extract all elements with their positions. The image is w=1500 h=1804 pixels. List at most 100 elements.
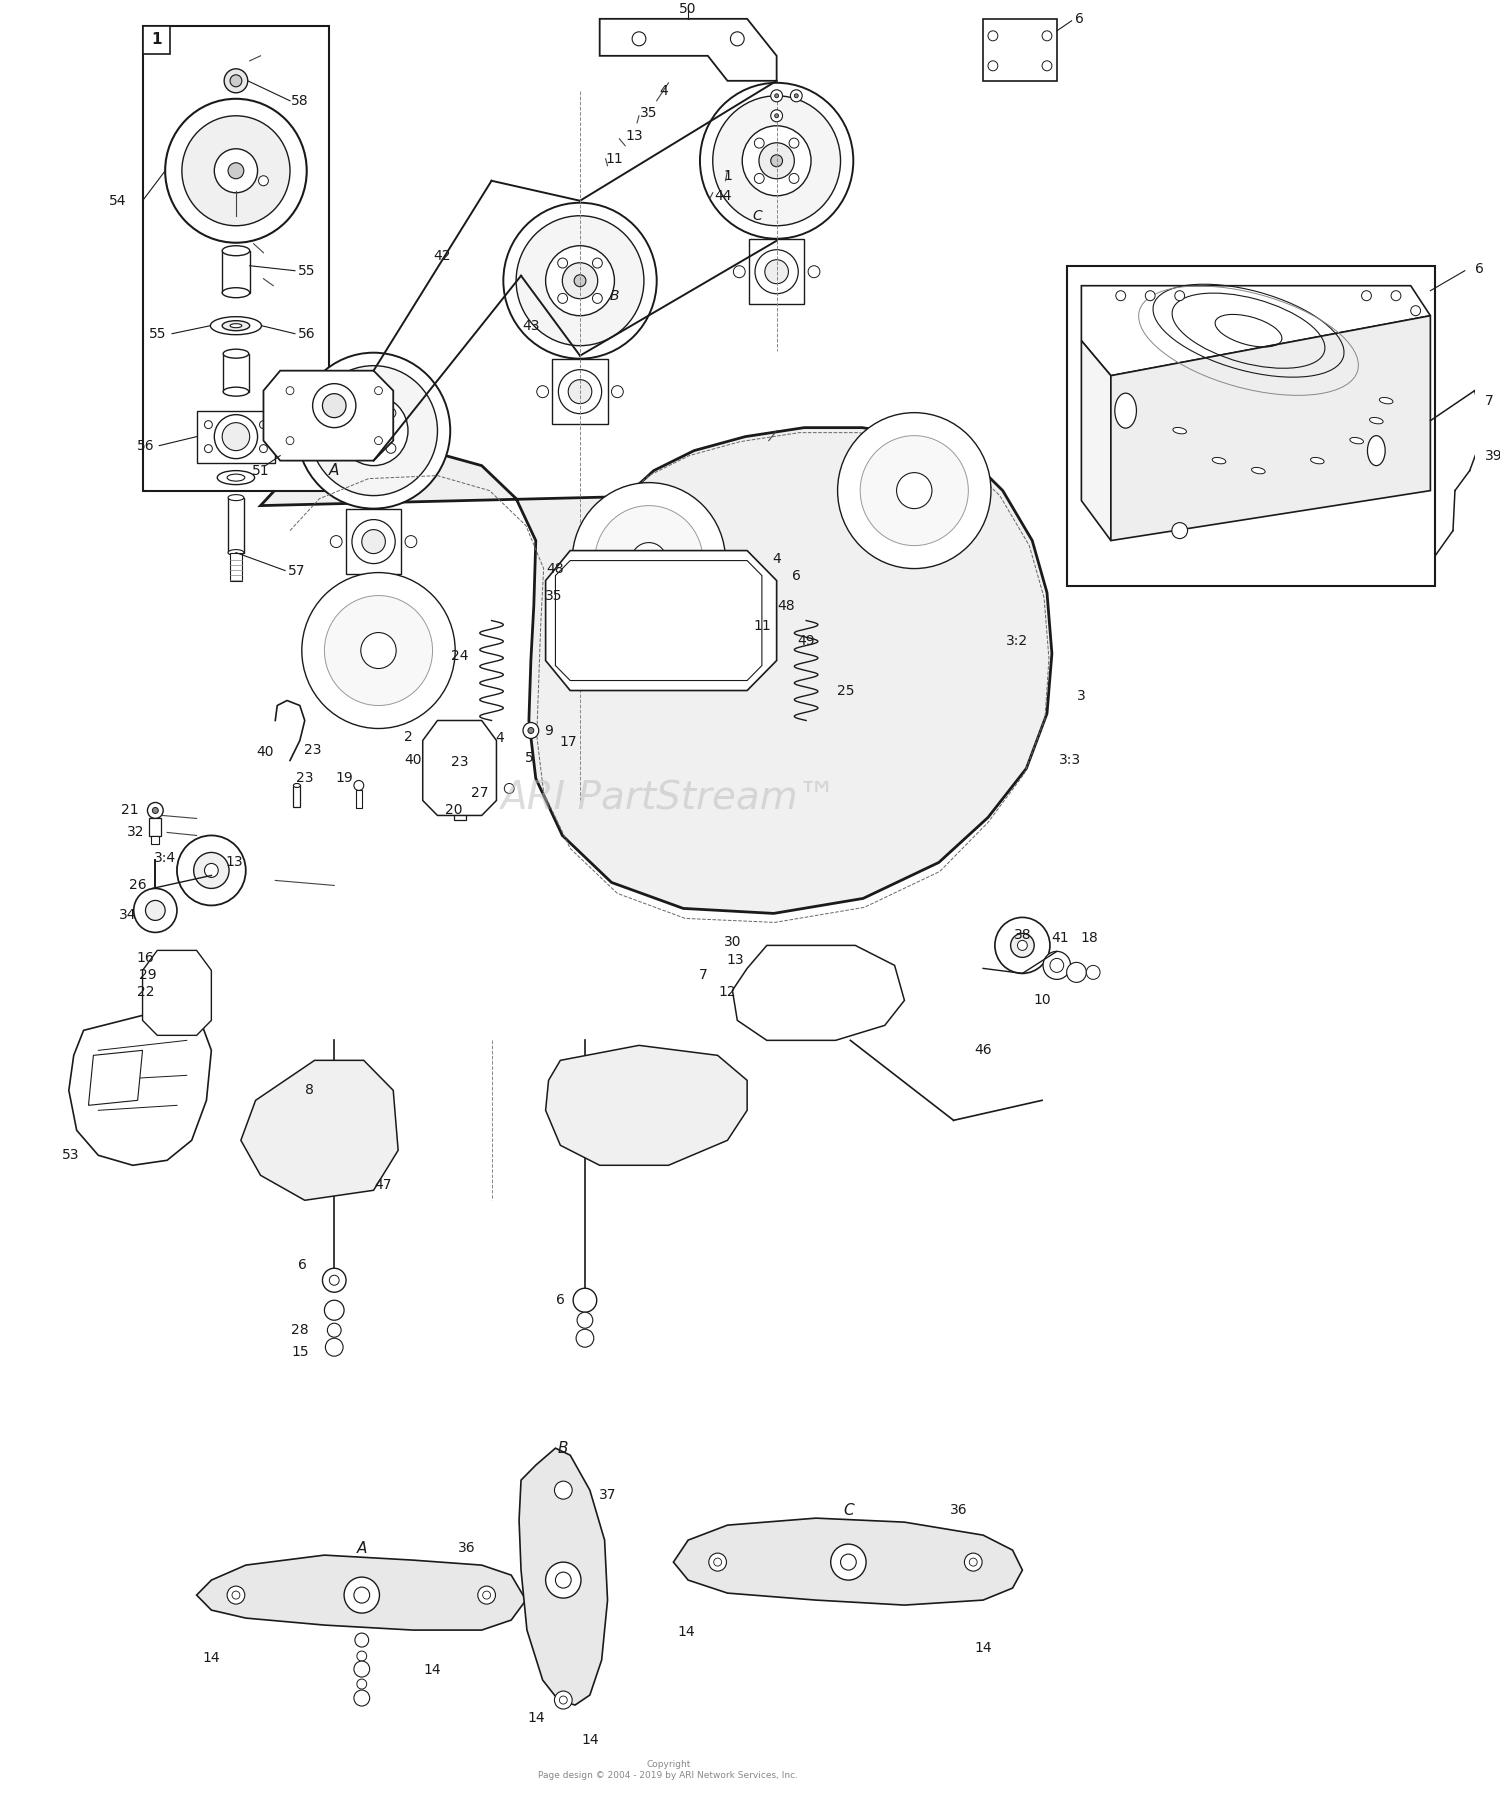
Bar xyxy=(292,785,300,808)
Circle shape xyxy=(585,646,596,655)
Text: 26: 26 xyxy=(129,879,147,893)
Text: 13: 13 xyxy=(225,855,243,870)
Circle shape xyxy=(214,148,258,193)
Text: A: A xyxy=(357,1541,368,1555)
Bar xyxy=(552,359,608,424)
Circle shape xyxy=(357,1651,366,1661)
Ellipse shape xyxy=(217,471,255,485)
Ellipse shape xyxy=(294,783,300,788)
Circle shape xyxy=(322,1268,346,1292)
Circle shape xyxy=(560,1696,567,1705)
Bar xyxy=(142,25,170,54)
Circle shape xyxy=(362,530,386,554)
Bar xyxy=(196,411,276,462)
Text: 14: 14 xyxy=(526,1710,544,1725)
Text: 58: 58 xyxy=(291,94,309,108)
Text: 7: 7 xyxy=(1485,393,1492,408)
Text: 6: 6 xyxy=(556,1293,566,1308)
Polygon shape xyxy=(1082,285,1431,375)
Circle shape xyxy=(1174,290,1185,301)
Text: 11: 11 xyxy=(753,619,771,633)
Circle shape xyxy=(232,1591,240,1598)
Bar xyxy=(224,354,249,391)
Ellipse shape xyxy=(210,318,261,336)
Circle shape xyxy=(260,420,267,429)
Text: Copyright
Page design © 2004 - 2019 by ARI Network Services, Inc.: Copyright Page design © 2004 - 2019 by A… xyxy=(538,1761,798,1781)
Circle shape xyxy=(297,352,450,509)
Circle shape xyxy=(356,413,392,449)
Text: 23: 23 xyxy=(452,756,470,770)
Circle shape xyxy=(454,763,466,774)
Bar xyxy=(356,790,362,808)
Circle shape xyxy=(1390,290,1401,301)
Text: 56: 56 xyxy=(136,438,154,453)
Circle shape xyxy=(742,126,812,197)
Circle shape xyxy=(354,781,363,790)
Circle shape xyxy=(831,1544,866,1580)
Bar xyxy=(1066,265,1436,586)
Circle shape xyxy=(555,1481,572,1499)
Circle shape xyxy=(790,90,802,101)
Circle shape xyxy=(504,202,657,359)
Text: 23: 23 xyxy=(296,772,314,785)
Circle shape xyxy=(572,483,726,639)
Circle shape xyxy=(632,543,666,579)
Text: 11: 11 xyxy=(606,152,624,166)
Text: 1: 1 xyxy=(723,170,732,182)
Ellipse shape xyxy=(1368,435,1384,465)
Circle shape xyxy=(555,1571,572,1588)
Ellipse shape xyxy=(1212,458,1225,464)
Text: 17: 17 xyxy=(560,736,578,749)
Text: 27: 27 xyxy=(471,787,489,801)
Text: 13: 13 xyxy=(726,953,744,967)
Text: 28: 28 xyxy=(291,1322,309,1337)
Circle shape xyxy=(969,1559,976,1566)
Text: 8: 8 xyxy=(304,1084,313,1097)
Circle shape xyxy=(322,393,346,419)
Text: 40: 40 xyxy=(256,745,274,759)
Text: 15: 15 xyxy=(291,1346,309,1358)
Text: 57: 57 xyxy=(288,563,306,577)
Text: 21: 21 xyxy=(122,803,138,817)
Text: 6: 6 xyxy=(1474,262,1484,276)
Circle shape xyxy=(362,633,396,669)
Circle shape xyxy=(1172,523,1188,539)
Circle shape xyxy=(354,1661,369,1678)
Circle shape xyxy=(354,1588,369,1604)
Text: 20: 20 xyxy=(446,803,464,817)
Circle shape xyxy=(742,646,752,655)
Circle shape xyxy=(624,646,634,655)
Circle shape xyxy=(574,274,586,287)
Circle shape xyxy=(1116,290,1125,301)
Circle shape xyxy=(528,727,534,734)
Circle shape xyxy=(375,437,382,444)
Circle shape xyxy=(994,918,1050,974)
Circle shape xyxy=(214,415,258,458)
Circle shape xyxy=(368,424,380,437)
Circle shape xyxy=(795,94,798,97)
Circle shape xyxy=(170,983,184,998)
Circle shape xyxy=(504,783,515,794)
Circle shape xyxy=(576,1330,594,1348)
Text: 14: 14 xyxy=(580,1734,598,1746)
Ellipse shape xyxy=(228,550,244,556)
Bar xyxy=(152,837,159,844)
Circle shape xyxy=(585,586,596,595)
Circle shape xyxy=(405,536,417,548)
Text: 6: 6 xyxy=(1076,13,1084,25)
Text: 2: 2 xyxy=(404,731,412,745)
Text: 49: 49 xyxy=(798,633,814,648)
Bar xyxy=(142,25,330,491)
Circle shape xyxy=(624,586,634,595)
Text: 55: 55 xyxy=(298,263,315,278)
Text: 10: 10 xyxy=(1034,994,1052,1007)
Circle shape xyxy=(1042,61,1052,70)
Circle shape xyxy=(765,260,789,283)
Bar xyxy=(230,552,242,581)
Text: 16: 16 xyxy=(136,951,154,965)
Circle shape xyxy=(1042,31,1052,41)
Text: 32: 32 xyxy=(128,826,144,839)
Circle shape xyxy=(1086,965,1100,980)
Circle shape xyxy=(754,139,764,148)
Bar xyxy=(748,238,804,303)
